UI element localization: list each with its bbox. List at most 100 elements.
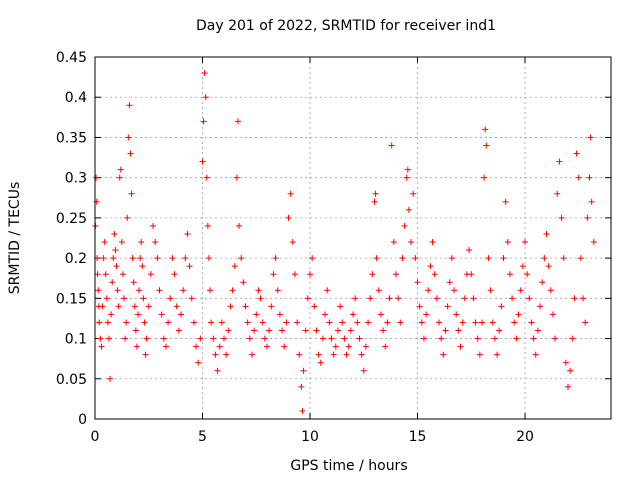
- data-point: [401, 222, 408, 229]
- data-point: [352, 295, 359, 302]
- data-point: [190, 319, 197, 326]
- data-point: [534, 327, 541, 334]
- data-point: [132, 327, 139, 334]
- data-point: [272, 255, 279, 262]
- data-point: [156, 287, 163, 294]
- data-point: [291, 271, 298, 278]
- data-point: [127, 150, 134, 157]
- data-point: [470, 295, 477, 302]
- plot-frame: [94, 56, 612, 420]
- data-point: [371, 198, 378, 205]
- data-point: [118, 239, 125, 246]
- data-point: [397, 319, 404, 326]
- y-tick-label: 0.15: [56, 291, 87, 307]
- data-point: [203, 174, 210, 181]
- data-point: [231, 263, 238, 270]
- data-point: [171, 271, 178, 278]
- data-point: [590, 239, 597, 246]
- data-point: [266, 327, 273, 334]
- data-point: [444, 303, 451, 310]
- data-point: [240, 279, 247, 286]
- data-point: [408, 239, 415, 246]
- data-point: [218, 319, 225, 326]
- data-point: [448, 255, 455, 262]
- data-point: [423, 311, 430, 318]
- data-point: [114, 287, 121, 294]
- data-point: [244, 319, 251, 326]
- data-point: [300, 367, 307, 374]
- data-point: [229, 287, 236, 294]
- y-axis-label: SRMTID / TECUs: [7, 182, 23, 295]
- data-point: [372, 190, 379, 197]
- data-point: [101, 239, 108, 246]
- data-point: [377, 311, 384, 318]
- x-tick-label: 15: [409, 429, 427, 445]
- x-axis-label: GPS time / hours: [290, 458, 407, 474]
- y-tick-label: 0.2: [65, 251, 87, 267]
- data-point: [96, 319, 103, 326]
- data-point: [504, 239, 511, 246]
- data-point: [487, 287, 494, 294]
- data-point: [345, 343, 352, 350]
- data-point: [588, 198, 595, 205]
- data-point: [133, 343, 140, 350]
- data-point: [457, 343, 464, 350]
- data-point: [500, 255, 507, 262]
- data-point: [358, 351, 365, 358]
- data-point: [259, 319, 266, 326]
- data-point: [248, 351, 255, 358]
- data-point: [489, 319, 496, 326]
- data-point: [332, 343, 339, 350]
- data-point: [97, 335, 104, 342]
- data-point: [307, 271, 313, 278]
- data-point: [309, 255, 316, 262]
- data-point: [404, 166, 411, 173]
- data-point: [455, 327, 462, 334]
- data-point: [125, 134, 132, 141]
- data-point: [485, 255, 492, 262]
- data-point: [145, 303, 152, 310]
- data-point: [113, 263, 120, 270]
- data-point: [382, 343, 389, 350]
- data-point: [285, 214, 292, 221]
- y-tick-label: 0.35: [56, 130, 87, 146]
- data-point: [140, 295, 147, 302]
- data-point: [496, 327, 503, 334]
- data-point: [289, 239, 296, 246]
- y-tick-label: 0.25: [56, 211, 87, 227]
- data-point: [362, 343, 369, 350]
- data-point: [299, 407, 306, 414]
- data-point: [569, 335, 576, 342]
- data-point: [173, 303, 180, 310]
- data-point: [498, 303, 505, 310]
- data-point: [129, 255, 136, 262]
- data-point: [221, 335, 227, 342]
- data-point: [347, 327, 354, 334]
- data-point: [532, 351, 539, 358]
- data-point: [375, 287, 382, 294]
- data-point: [433, 295, 440, 302]
- data-point: [216, 343, 223, 350]
- data-point: [479, 319, 485, 326]
- data-point: [543, 230, 550, 237]
- data-point: [136, 287, 143, 294]
- data-point: [420, 335, 427, 342]
- data-point: [339, 319, 346, 326]
- data-point: [139, 263, 146, 270]
- data-point: [270, 271, 277, 278]
- data-point: [575, 174, 582, 181]
- data-point: [418, 319, 425, 326]
- data-point: [341, 335, 348, 342]
- data-point: [124, 214, 131, 221]
- data-point: [390, 239, 397, 246]
- data-point: [539, 279, 546, 286]
- data-point: [549, 311, 556, 318]
- data-point: [558, 214, 565, 221]
- data-point: [373, 255, 380, 262]
- data-point: [384, 319, 391, 326]
- data-point: [317, 359, 324, 366]
- data-point: [121, 295, 128, 302]
- data-point: [515, 311, 522, 318]
